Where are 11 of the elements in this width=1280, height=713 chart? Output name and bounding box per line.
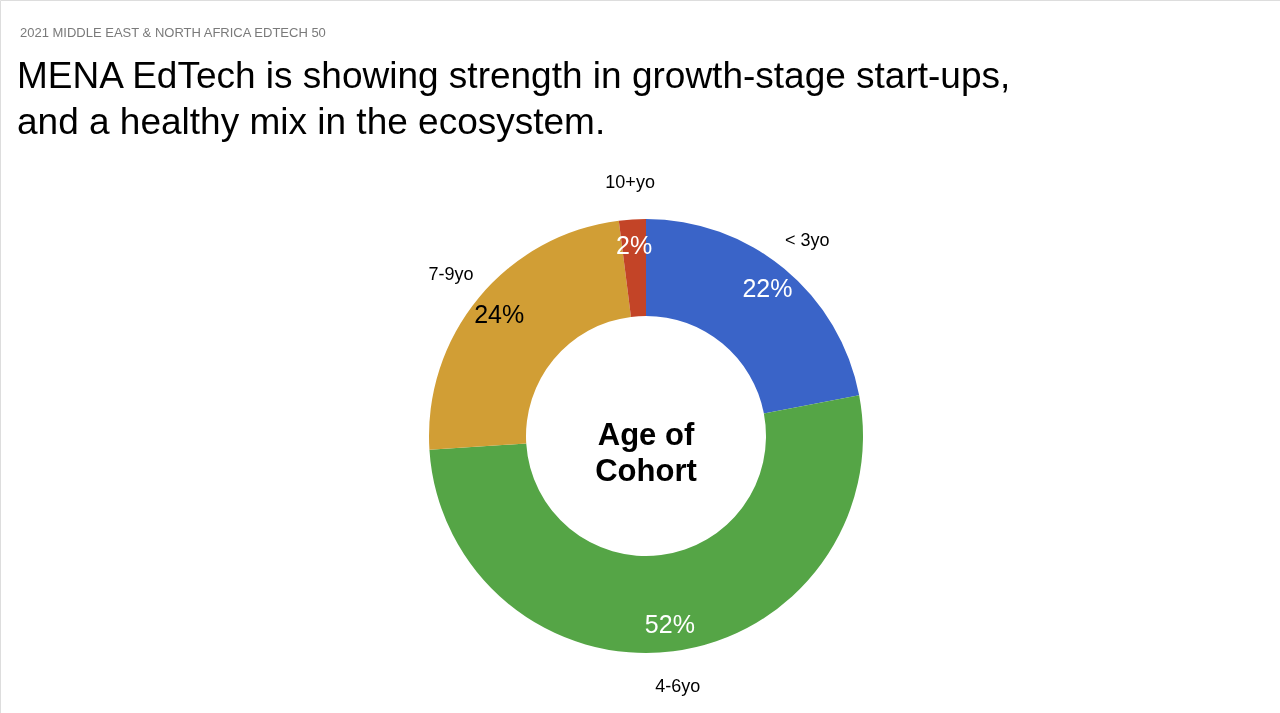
- data-label: 24%: [474, 299, 525, 328]
- slice-label: 10+yo: [605, 172, 655, 193]
- donut-slice: [429, 395, 863, 653]
- data-label: 22%: [742, 274, 793, 303]
- slice-label: 7-9yo: [428, 263, 474, 284]
- text: Age of Cohort: [595, 417, 697, 488]
- chart-title: MENA EdTech is showing strength in growth-stage start-ups, and a healthy mix in the ecosystem.: [17, 55, 1011, 142]
- slice-label: < 3yo: [784, 230, 830, 251]
- slice-label: 4-6yo: [655, 676, 701, 697]
- text: 2021 MIDDLE EAST & NORTH AFRICA EDTECH 50: [20, 25, 326, 40]
- data-label: 52%: [644, 610, 695, 638]
